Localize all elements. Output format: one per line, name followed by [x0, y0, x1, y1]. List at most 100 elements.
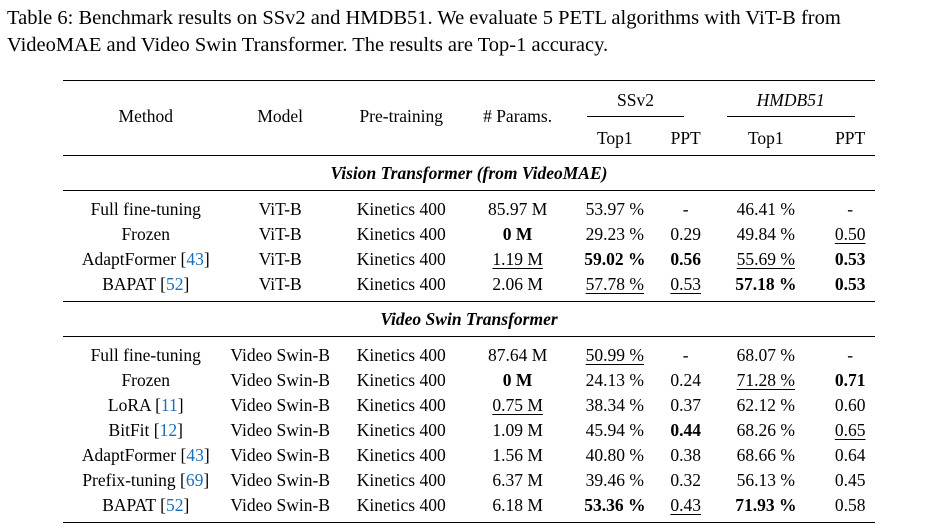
- hmdb-ppt-cell-value: 0.58: [834, 495, 866, 515]
- method-name: Full fine-tuning: [90, 199, 201, 219]
- hmdb-top1-cell-value: 68.26 %: [736, 420, 795, 440]
- pretraining-cell-value: Kinetics 400: [356, 199, 446, 219]
- citation-link[interactable]: 43: [186, 445, 204, 465]
- method-cell: AdaptFormer [43]: [81, 445, 210, 465]
- method-cell: Full fine-tuning: [63, 337, 229, 369]
- header-hmdb-ppt: PPT: [835, 127, 866, 148]
- method-name: BAPAT: [102, 495, 156, 515]
- ssv2-ppt-cell: -: [665, 191, 706, 223]
- ssv2-ppt-cell-value: 0.56: [670, 249, 701, 269]
- ssv2-ppt-cell-value: 0.29: [670, 224, 701, 244]
- citation-link[interactable]: 12: [159, 420, 178, 440]
- model-cell-value: Video Swin-B: [230, 395, 330, 415]
- citation-link[interactable]: 11: [160, 395, 178, 415]
- table-row: BAPAT [52] ViT-B Kinetics 400 2.06 M 57.78 %…: [63, 272, 875, 302]
- params-cell-value: 1.09 M: [492, 420, 543, 440]
- ssv2-top1-cell: 53.97 %: [565, 191, 665, 223]
- params-cell-value: 0 M: [502, 370, 533, 390]
- ssv2-top1-cell-value: 57.78 %: [585, 274, 644, 294]
- table-row: Full fine-tuning ViT-B Kinetics 400 85.97 M…: [63, 190, 875, 223]
- params-cell: 2.06 M: [471, 272, 565, 302]
- header-hmdb: HMDB51: [726, 90, 855, 117]
- model-cell: ViT-B: [229, 222, 332, 247]
- pretraining-cell-value: Kinetics 400: [356, 224, 446, 244]
- model-cell-value: ViT-B: [258, 274, 302, 294]
- ssv2-ppt-cell-value: 0.32: [670, 470, 701, 490]
- pretraining-cell-value: Kinetics 400: [356, 395, 446, 415]
- ssv2-ppt-cell: 0.29: [665, 222, 706, 247]
- hmdb-top1-cell-value: 46.41 %: [736, 199, 795, 219]
- hmdb-ppt-cell-value: 0.65: [834, 420, 866, 440]
- header-model: Model: [257, 105, 304, 126]
- method-name: AdaptFormer: [81, 249, 177, 269]
- method-cell: AdaptFormer [43]: [81, 249, 210, 269]
- table-body: Vision Transformer (from VideoMAE) Full f…: [63, 155, 875, 523]
- hmdb-ppt-cell-value: 0.71: [834, 370, 866, 390]
- header-row-1: Method Model Pre-training # Params. SSv2…: [63, 80, 875, 126]
- method-cell: Prefix-tuning [69]: [82, 470, 210, 490]
- ssv2-top1-cell: 53.36 %: [565, 493, 665, 523]
- ssv2-ppt-cell-value: 0.53: [670, 274, 701, 294]
- model-cell-value: Video Swin-B: [230, 445, 330, 465]
- hmdb-ppt-cell: 0.53: [825, 272, 875, 302]
- params-cell: 0.75 M: [471, 393, 565, 418]
- header-group-ssv2: SSv2: [565, 81, 707, 122]
- hmdb-top1-cell-value: 62.12 %: [736, 395, 795, 415]
- pretraining-cell: Kinetics 400: [332, 443, 471, 468]
- table-row: AdaptFormer [43] ViT-B Kinetics 400 1.19 M 5…: [63, 247, 875, 272]
- citation-link[interactable]: 43: [186, 249, 204, 269]
- pretraining-cell: Kinetics 400: [332, 468, 471, 493]
- method-name: BitFit: [108, 420, 150, 440]
- pretraining-cell: Kinetics 400: [332, 247, 471, 272]
- hmdb-ppt-cell: -: [825, 191, 875, 223]
- model-cell: Video Swin-B: [229, 418, 332, 443]
- hmdb-top1-cell: 68.66 %: [706, 443, 825, 468]
- ssv2-top1-cell-value: 53.36 %: [584, 495, 646, 515]
- hmdb-ppt-cell: 0.53: [825, 247, 875, 272]
- results-table: Method Model Pre-training # Params. SSv2…: [63, 80, 875, 523]
- model-cell: ViT-B: [229, 247, 332, 272]
- ssv2-ppt-cell: 0.43: [665, 493, 706, 523]
- model-cell-value: Video Swin-B: [230, 470, 330, 490]
- params-cell: 1.56 M: [471, 443, 565, 468]
- hmdb-ppt-cell-value: 0.64: [834, 445, 866, 465]
- header-ssv2: SSv2: [587, 90, 684, 117]
- ssv2-top1-cell-value: 39.46 %: [585, 470, 644, 490]
- model-cell: Video Swin-B: [229, 337, 332, 369]
- hmdb-ppt-cell-value: -: [847, 199, 854, 219]
- section-header-row: Vision Transformer (from VideoMAE): [63, 155, 875, 191]
- params-cell-value: 87.64 M: [487, 345, 548, 365]
- hmdb-top1-cell: 46.41 %: [706, 191, 825, 223]
- params-cell-value: 6.18 M: [492, 495, 543, 515]
- table-row: Frozen Video Swin-B Kinetics 400 0 M 24.13 %…: [63, 368, 875, 393]
- section-header-row: Video Swin Transformer: [63, 301, 875, 337]
- model-cell-value: Video Swin-B: [230, 420, 330, 440]
- model-cell-value: Video Swin-B: [230, 495, 330, 515]
- params-cell-value: 85.97 M: [487, 199, 548, 219]
- pretraining-cell: Kinetics 400: [332, 493, 471, 523]
- hmdb-top1-cell: 55.69 %: [706, 247, 825, 272]
- hmdb-top1-cell-value: 56.13 %: [736, 470, 795, 490]
- pretraining-cell: Kinetics 400: [332, 393, 471, 418]
- params-cell-value: 1.19 M: [492, 249, 543, 269]
- method-cell: Frozen: [63, 368, 229, 393]
- ssv2-ppt-cell-value: -: [682, 199, 689, 219]
- ssv2-top1-cell-value: 45.94 %: [585, 420, 644, 440]
- table-row: Prefix-tuning [69] Video Swin-B Kinetics 4…: [63, 468, 875, 493]
- model-cell-value: Video Swin-B: [230, 370, 330, 390]
- model-cell: Video Swin-B: [229, 493, 332, 523]
- hmdb-top1-cell-value: 68.66 %: [736, 445, 795, 465]
- header-pretraining: Pre-training: [359, 105, 444, 126]
- method-cell: BAPAT [52]: [102, 495, 190, 515]
- hmdb-ppt-cell-value: 0.53: [834, 274, 866, 294]
- table-row: BitFit [12] Video Swin-B Kinetics 400 1.09 …: [63, 418, 875, 443]
- table-row: Frozen ViT-B Kinetics 400 0 M 29.23 % 0.29 49.…: [63, 222, 875, 247]
- citation-link[interactable]: 52: [165, 274, 184, 294]
- hmdb-ppt-cell-value: 0.45: [834, 470, 866, 490]
- citation-link[interactable]: 52: [165, 495, 184, 515]
- ssv2-top1-cell: 50.99 %: [565, 337, 665, 369]
- hmdb-top1-cell: 56.13 %: [706, 468, 825, 493]
- hmdb-top1-cell: 71.28 %: [706, 368, 825, 393]
- pretraining-cell: Kinetics 400: [332, 368, 471, 393]
- citation-link[interactable]: 69: [185, 470, 204, 490]
